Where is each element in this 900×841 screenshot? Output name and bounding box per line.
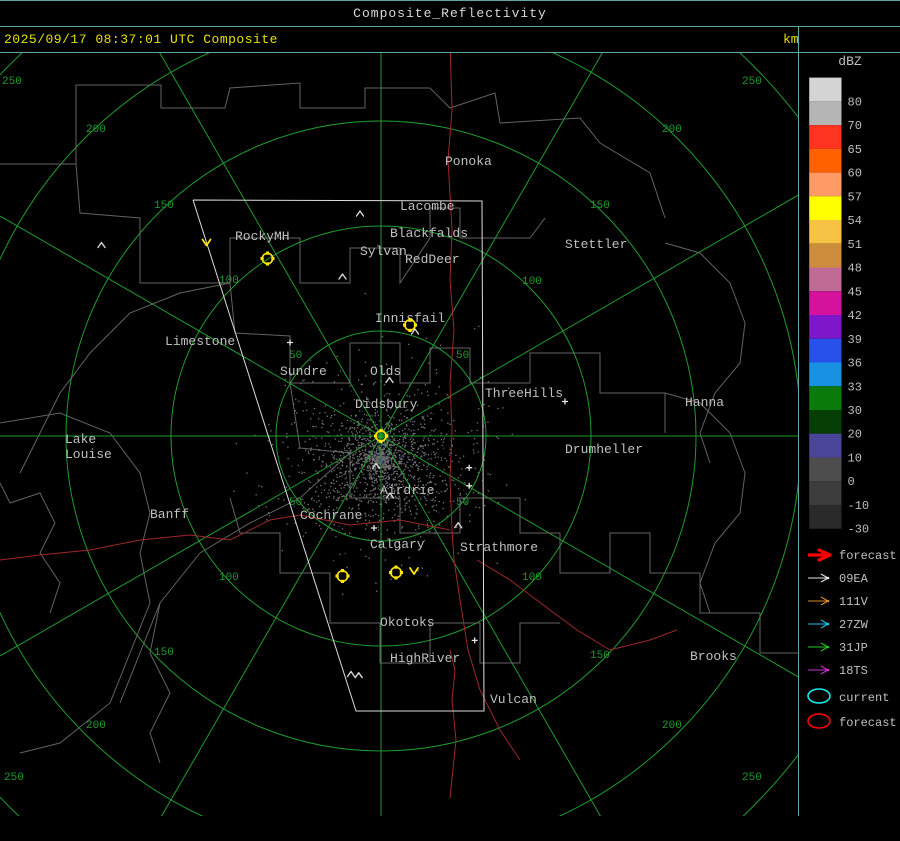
svg-text:250: 250: [4, 772, 24, 784]
svg-text:HighRiver: HighRiver: [390, 651, 460, 666]
svg-text:100: 100: [522, 572, 542, 584]
svg-text:54: 54: [848, 214, 862, 228]
svg-text:current: current: [839, 691, 889, 705]
svg-text:Strathmore: Strathmore: [460, 540, 538, 555]
svg-text:57: 57: [848, 190, 862, 204]
svg-text:Limestone: Limestone: [165, 334, 235, 349]
svg-text:70: 70: [848, 119, 862, 133]
svg-text:forecast: forecast: [839, 716, 897, 730]
svg-text:27ZW: 27ZW: [839, 618, 869, 632]
svg-text:200: 200: [86, 720, 106, 732]
svg-text:200: 200: [86, 124, 106, 136]
svg-text:31JP: 31JP: [839, 641, 868, 655]
svg-text:50: 50: [456, 350, 469, 362]
svg-text:Calgary: Calgary: [370, 537, 425, 552]
svg-text:forecast: forecast: [839, 549, 897, 563]
svg-text:09EA: 09EA: [839, 572, 869, 586]
svg-text:30: 30: [848, 404, 862, 418]
svg-text:100: 100: [219, 275, 239, 287]
svg-text:42: 42: [848, 309, 862, 323]
svg-text:111V: 111V: [839, 595, 869, 609]
svg-text:ThreeHills: ThreeHills: [485, 386, 563, 401]
svg-text:Lake: Lake: [65, 432, 96, 447]
svg-text:Banff: Banff: [150, 507, 189, 522]
svg-text:RedDeer: RedDeer: [405, 252, 460, 267]
svg-text:-10: -10: [848, 499, 870, 513]
svg-text:Sundre: Sundre: [280, 364, 327, 379]
svg-text:Didsbury: Didsbury: [355, 397, 418, 412]
svg-text:250: 250: [742, 76, 762, 88]
svg-text:Blackfalds: Blackfalds: [390, 226, 468, 241]
svg-text:50: 50: [456, 497, 469, 509]
svg-text:200: 200: [662, 720, 682, 732]
svg-text:Drumheller: Drumheller: [565, 442, 643, 457]
svg-text:48: 48: [848, 262, 862, 276]
svg-text:150: 150: [154, 647, 174, 659]
svg-text:100: 100: [522, 276, 542, 288]
svg-text:250: 250: [742, 772, 762, 784]
svg-text:Stettler: Stettler: [565, 237, 627, 252]
svg-text:Brooks: Brooks: [690, 649, 737, 664]
svg-text:Sylvan: Sylvan: [360, 244, 407, 259]
svg-text:100: 100: [219, 572, 239, 584]
svg-text:51: 51: [848, 238, 862, 252]
svg-text:150: 150: [154, 200, 174, 212]
svg-text:60: 60: [848, 167, 862, 181]
svg-text:-30: -30: [848, 523, 870, 537]
svg-text:39: 39: [848, 333, 862, 347]
svg-text:Louise: Louise: [65, 447, 112, 462]
svg-text:dBZ: dBZ: [838, 54, 862, 69]
svg-text:0: 0: [848, 475, 855, 489]
svg-text:50: 50: [289, 350, 302, 362]
svg-text:Hanna: Hanna: [685, 395, 724, 410]
svg-text:20: 20: [848, 428, 862, 442]
svg-text:250: 250: [2, 76, 22, 88]
svg-text:36: 36: [848, 357, 862, 371]
svg-text:10: 10: [848, 452, 862, 466]
svg-text:45: 45: [848, 285, 862, 299]
svg-text:Ponoka: Ponoka: [445, 154, 492, 169]
svg-text:Vulcan: Vulcan: [490, 692, 537, 707]
svg-text:65: 65: [848, 143, 862, 157]
svg-text:150: 150: [590, 650, 610, 662]
svg-text:80: 80: [848, 95, 862, 109]
svg-text:Lacombe: Lacombe: [400, 199, 455, 214]
svg-text:RockyMH: RockyMH: [235, 229, 290, 244]
svg-text:150: 150: [590, 200, 610, 212]
svg-text:200: 200: [662, 124, 682, 136]
svg-text:18TS: 18TS: [839, 664, 868, 678]
svg-text:Cochrane: Cochrane: [300, 508, 362, 523]
svg-text:33: 33: [848, 380, 862, 394]
svg-text:Okotoks: Okotoks: [380, 615, 435, 630]
svg-text:Olds: Olds: [370, 364, 401, 379]
